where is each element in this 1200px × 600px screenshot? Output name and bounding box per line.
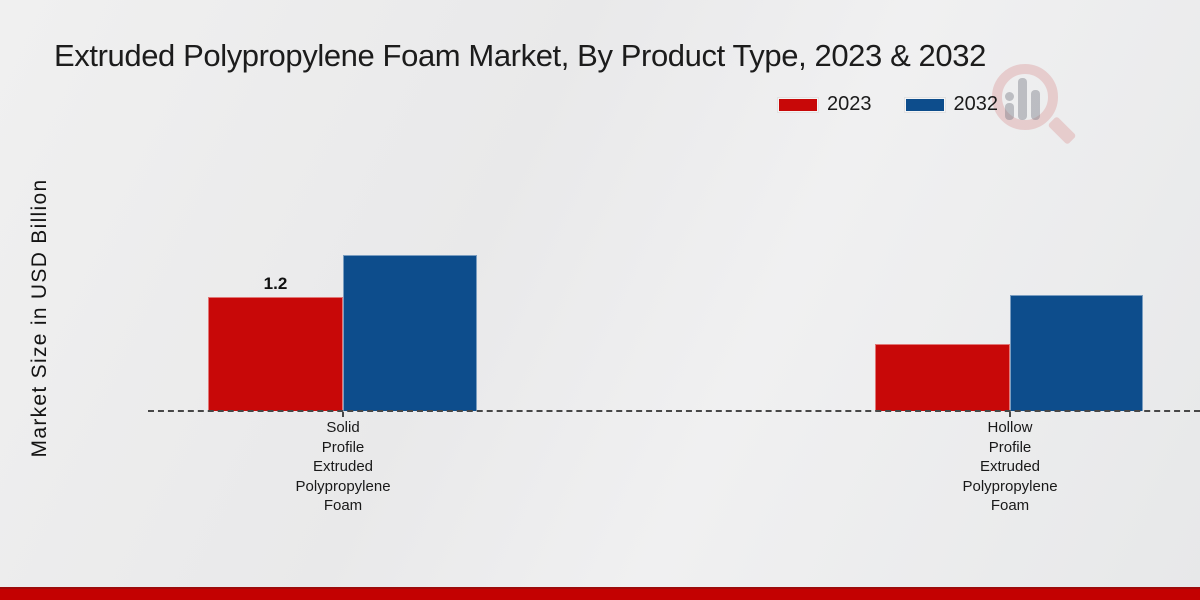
axis-tick-solid [342,412,344,417]
category-label-hollow-profile: Hollow Profile Extruded Polypropylene Fo… [962,419,1058,514]
legend-swatch-2032-icon [904,97,945,112]
magnifier-bar-chart-logo-icon [988,60,1083,155]
chart-title: Extruded Polypropylene Foam Market, By P… [54,38,986,73]
legend-label-2023: 2023 [827,93,872,115]
bar-2023-hollow-profile [875,344,1010,411]
bar-2032-hollow-profile [1010,295,1143,411]
legend-item-2023: 2023 [778,93,872,116]
data-label-2023-solid: 1.2 [263,274,288,293]
bar-2023-solid-profile [208,297,343,411]
footer-accent-bar [0,587,1200,600]
axis-tick-hollow [1009,412,1011,417]
bar-2032-solid-profile [343,255,477,411]
category-label-solid-profile: Solid Profile Extruded Polypropylene Foa… [295,419,391,514]
logo-dot-icon [1005,92,1014,101]
legend: 2023 2032 [778,93,998,116]
x-axis-baseline [148,410,1200,412]
legend-item-2032: 2032 [904,93,999,116]
magnifier-lens-icon [992,64,1058,130]
legend-swatch-2023-icon [778,97,818,112]
logo-bars-icon [1005,74,1045,120]
legend-label-2032: 2032 [953,93,999,115]
y-axis-label: Market Size in USD Billion [28,178,51,458]
magnifier-handle-icon [1047,116,1077,145]
